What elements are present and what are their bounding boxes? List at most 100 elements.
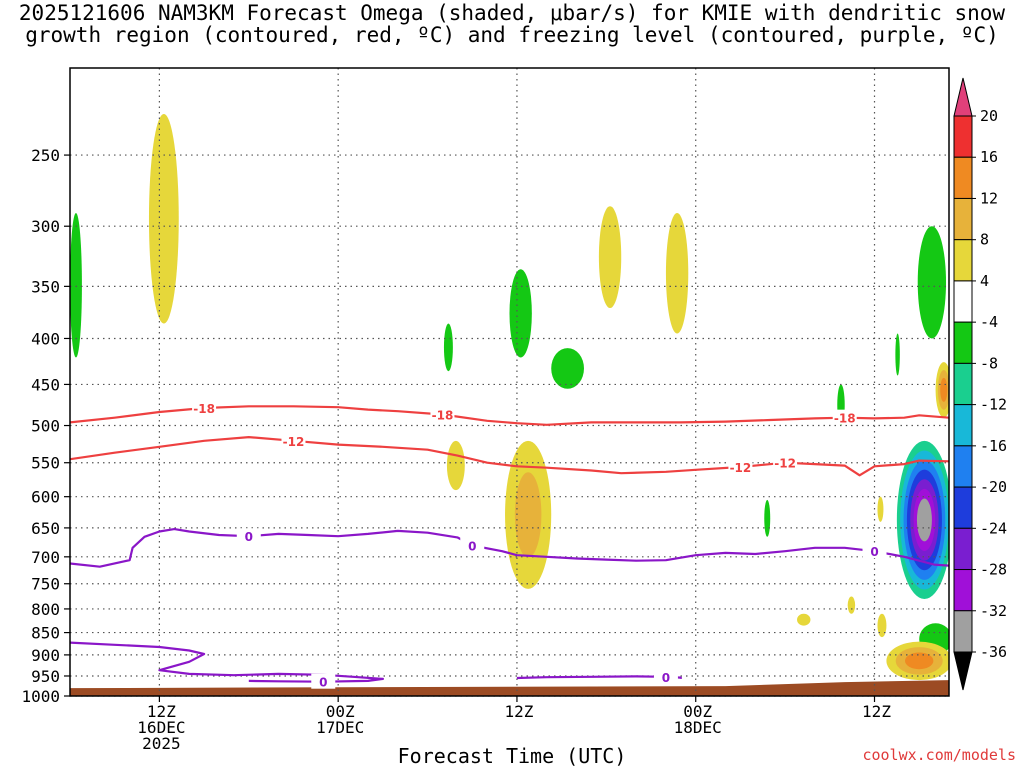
contour-lines: -18 -18 -18 -12 -12 -12 0 0 0 0 0 (70, 399, 949, 690)
colorbar-box (953, 527, 973, 571)
freezing-contour-label: 0 (245, 530, 253, 544)
freezing-contour-label-bg (862, 543, 887, 559)
colorbar: 20 16 12 8 4 -4 -8 -12 -16 -20 -24 -28 -32 -36 (953, 77, 1007, 691)
freezing-contour-label: 0 (870, 545, 878, 559)
colorbar-box (953, 321, 973, 364)
freezing-contour-label-bg (311, 673, 336, 689)
colorbar-label: -8 (980, 354, 998, 372)
colorbar-label: -4 (980, 313, 998, 331)
dgz-contour-label: -12 (730, 461, 752, 475)
omega-shading (70, 113, 949, 681)
dgz-contour-label-bg (728, 458, 753, 474)
y-tick-label: 400 (31, 329, 60, 348)
freezing-contour-line (516, 675, 682, 680)
x-tick-label: 00Z (326, 702, 355, 721)
x-tick-label: 12Z (147, 702, 176, 721)
x-axis-label: Forecast Time (UTC) (397, 744, 627, 768)
omega-region (551, 348, 584, 389)
y-axis-ticks: 250 300 350 400 450 500 550 600 650 700 750 800 850 9… (21, 146, 70, 706)
omega-region (665, 212, 689, 334)
colorbar-label: 4 (980, 272, 989, 290)
colorbar-box (953, 610, 973, 653)
omega-region (917, 226, 947, 339)
dgz-contour-label: -12 (283, 435, 305, 449)
y-tick-label: 850 (31, 624, 60, 643)
colorbar-box (953, 445, 973, 488)
omega-region (877, 613, 887, 638)
y-tick-label: 500 (31, 417, 60, 436)
omega-core (905, 652, 934, 670)
omega-region (148, 113, 179, 324)
omega-region (877, 496, 884, 522)
freezing-contour-line (70, 641, 384, 683)
x-tick-label: 2025 (142, 734, 181, 753)
y-tick-label: 700 (31, 548, 60, 567)
freezing-contour-label: 0 (319, 676, 327, 690)
x-tick-label: 12Z (862, 702, 891, 721)
freezing-contour-label: 0 (662, 671, 670, 685)
colorbar-label: 12 (980, 189, 998, 207)
dgz-contour-label-bg (832, 409, 857, 425)
x-tick-label: 16DEC (137, 718, 185, 737)
dgz-contour-label-bg (430, 406, 455, 422)
omega-region (847, 596, 856, 614)
colorbar-label: -24 (980, 519, 1007, 537)
dgz-contour-label-bg (192, 399, 217, 415)
omega-region (598, 206, 622, 309)
terrain-fill (70, 680, 949, 696)
chart-title: 2025121606 NAM3KM Forecast Omega (shaded… (0, 2, 1024, 46)
omega-region (443, 323, 453, 372)
colorbar-box (953, 197, 973, 241)
dgz-contour-label-bg (773, 454, 798, 470)
title-line-1: 2025121606 NAM3KM Forecast Omega (shaded… (18, 1, 1006, 25)
colorbar-label: -12 (980, 396, 1007, 414)
colorbar-label: -28 (980, 561, 1007, 579)
colorbar-box (953, 404, 973, 447)
dgz-contour-label: -18 (834, 412, 856, 426)
terrain-ground (70, 680, 949, 696)
omega-core (940, 377, 948, 402)
colorbar-box (953, 569, 973, 612)
colorbar-label: -16 (980, 437, 1007, 455)
y-tick-label: 750 (31, 575, 60, 594)
y-tick-label: 550 (31, 454, 60, 473)
y-tick-label: 900 (31, 646, 60, 665)
grid-lines (70, 68, 949, 697)
y-tick-label: 350 (31, 277, 60, 296)
freezing-contour-label-bg (460, 537, 485, 553)
colorbar-label: 20 (980, 107, 998, 125)
colorbar-top-arrow (953, 77, 973, 117)
freezing-contour-label-bg (236, 528, 261, 544)
colorbar-box (953, 239, 973, 282)
credit-link[interactable]: coolwx.com/models (862, 746, 1016, 764)
plot-frame (69, 67, 950, 697)
y-tick-label: 800 (31, 600, 60, 619)
y-tick-label: 250 (31, 146, 60, 165)
y-tick-label: 650 (31, 519, 60, 538)
title-line-2: growth region (contoured, red, ºC) and f… (25, 23, 999, 47)
dgz-contour-label: -18 (432, 408, 454, 422)
colorbar-box (953, 280, 973, 323)
freezing-contour-label-bg (653, 668, 678, 684)
colorbar-label: -32 (980, 602, 1007, 620)
colorbar-label: -20 (980, 478, 1007, 496)
colorbar-label: 8 (980, 231, 989, 249)
dgz-contour-label: -12 (774, 457, 796, 471)
freezing-contour-label: 0 (468, 540, 476, 554)
omega-region (446, 440, 465, 491)
y-tick-label: 300 (31, 217, 60, 236)
colorbar-box (953, 486, 973, 529)
omega-region (509, 269, 532, 358)
omega-region (895, 333, 900, 376)
y-tick-label: 450 (31, 375, 60, 394)
x-tick-label: 12Z (504, 702, 533, 721)
x-tick-label: 17DEC (316, 718, 364, 737)
omega-region (70, 212, 82, 358)
dgz-contour-label: -18 (193, 402, 215, 416)
x-tick-label: 00Z (683, 702, 712, 721)
y-tick-label: 950 (31, 667, 60, 686)
omega-region (764, 499, 771, 537)
dgz-contour-line (70, 436, 949, 477)
